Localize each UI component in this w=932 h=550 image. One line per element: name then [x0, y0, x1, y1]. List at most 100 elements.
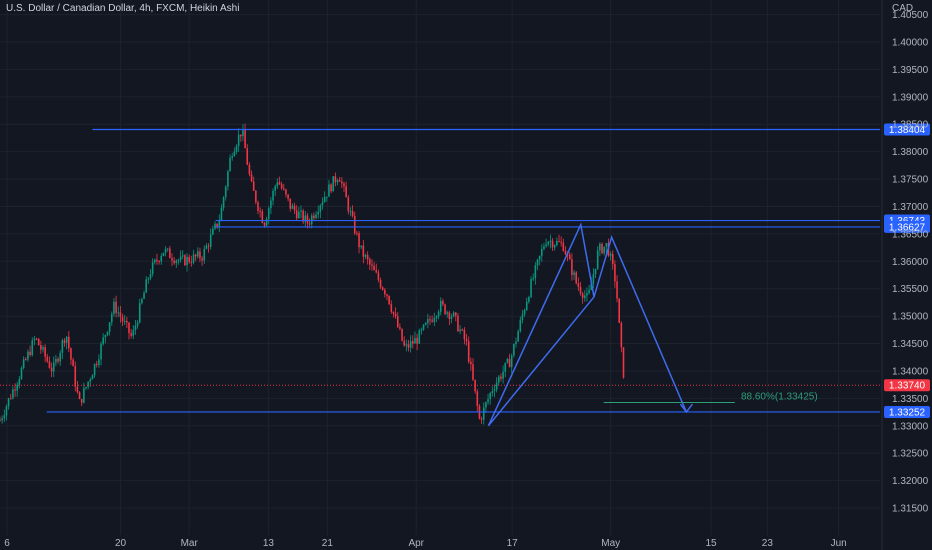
candle-body: [74, 366, 77, 387]
candle-body: [121, 316, 124, 322]
candle-body: [123, 320, 126, 322]
harmonic-pattern[interactable]: 88.60%(1.33425): [487, 222, 818, 427]
candle-body: [40, 345, 42, 350]
level-price-label: 1.38404: [889, 125, 926, 136]
candle-body: [188, 256, 190, 262]
candle-body: [594, 268, 597, 275]
x-tick-label: 21: [322, 538, 334, 549]
candle-body: [394, 313, 397, 317]
candle-body: [265, 218, 268, 226]
candle-body: [493, 389, 496, 392]
candle-body: [412, 341, 414, 344]
candle-body: [115, 301, 117, 313]
candle-body: [218, 220, 221, 227]
candle-body: [358, 233, 360, 248]
level-price-tag: [884, 123, 930, 136]
candle-body: [373, 265, 375, 271]
candle-body: [338, 180, 341, 182]
candle-body: [510, 355, 513, 368]
x-tick-label: May: [601, 538, 620, 549]
candle-body: [390, 304, 393, 312]
candle-body: [240, 134, 242, 137]
candle-body: [300, 210, 302, 212]
y-tick-label: 1.36500: [892, 229, 929, 240]
candle-body: [568, 254, 571, 260]
candle-body: [141, 298, 143, 304]
candle-body: [235, 146, 238, 152]
candle-body: [319, 205, 322, 212]
candle-body: [145, 279, 147, 293]
candle-body: [295, 210, 298, 219]
candle-body: [128, 322, 130, 334]
candle-body: [405, 344, 408, 346]
candle-body: [521, 314, 524, 320]
candle-body: [379, 279, 382, 288]
candle-body: [538, 255, 541, 260]
candle-body: [386, 294, 388, 296]
candle-body: [259, 210, 261, 212]
candle-body: [194, 254, 197, 257]
candle-body: [285, 189, 287, 195]
candle-body: [472, 364, 474, 380]
candle-body: [151, 262, 154, 274]
candle-body: [132, 330, 135, 336]
candle-body: [242, 129, 244, 137]
candle-body: [429, 319, 431, 321]
candle-body: [80, 398, 83, 403]
candle-body: [450, 316, 453, 319]
candle-body: [433, 318, 436, 322]
y-tick-label: 1.31500: [892, 504, 929, 515]
candle-body: [590, 283, 593, 291]
candle-body: [620, 322, 623, 348]
candle-body: [306, 215, 309, 224]
candle-body: [224, 186, 227, 198]
candle-body: [57, 358, 59, 362]
candle-body: [618, 298, 620, 323]
candle-body: [248, 164, 251, 175]
candle-body: [351, 211, 354, 217]
candle-body: [85, 386, 87, 389]
candle-body: [205, 245, 208, 249]
candle-body: [192, 254, 195, 263]
candle-body: [31, 340, 34, 356]
candle-body: [592, 274, 595, 284]
candle-body: [448, 312, 451, 319]
x-tick-label: 17: [507, 538, 519, 549]
candle-body: [588, 290, 590, 294]
candle-body: [407, 344, 410, 348]
candle-body: [444, 304, 446, 314]
candle-body: [556, 240, 558, 246]
candle-body: [622, 347, 625, 378]
pattern-arrowhead: [679, 403, 694, 414]
candle-body: [203, 248, 206, 261]
level-price-tag: [884, 220, 930, 233]
candle-body: [341, 181, 343, 184]
candle-body: [528, 297, 530, 302]
candle-body: [437, 311, 440, 317]
candle-body: [347, 197, 350, 212]
candle-body: [308, 223, 311, 225]
candle-body: [601, 243, 603, 254]
candle-body: [156, 259, 158, 262]
candle-body: [78, 392, 81, 399]
candle-body: [353, 216, 356, 234]
candle-body: [175, 260, 178, 264]
y-tick-label: 1.36000: [892, 257, 929, 268]
candle-body: [201, 258, 203, 261]
candle-body: [323, 196, 326, 203]
candle-body: [371, 264, 373, 266]
candle-body: [515, 341, 517, 344]
candle-body: [442, 300, 444, 305]
candle-body: [435, 316, 438, 319]
candle-body: [536, 259, 539, 266]
current-price-label: 1.33740: [889, 381, 926, 392]
candle-body: [491, 391, 494, 394]
candle-body: [102, 337, 104, 344]
candle-body: [7, 398, 10, 407]
candle-body: [291, 205, 294, 209]
candle-body: [138, 303, 141, 323]
x-tick-label: 20: [115, 538, 127, 549]
candle-body: [72, 359, 74, 367]
